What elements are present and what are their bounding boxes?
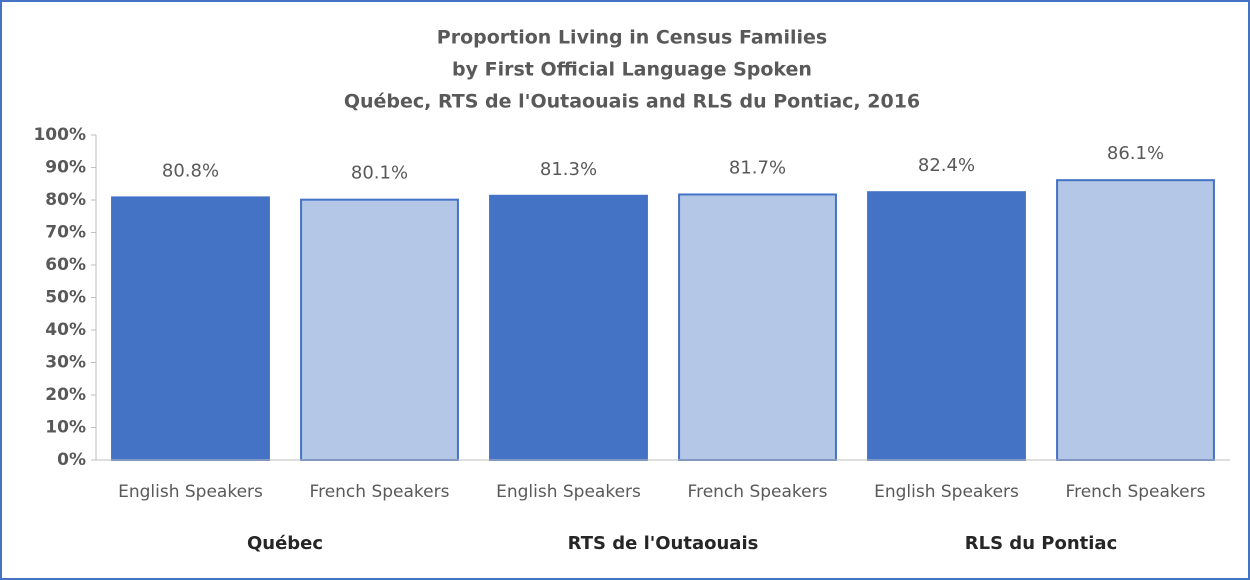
group-label: RLS du Pontiac <box>965 533 1118 554</box>
y-tick-label: 100% <box>33 125 86 145</box>
x-tick-label: English Speakers <box>874 482 1019 502</box>
y-tick-label: 0% <box>57 450 86 470</box>
x-tick-label: French Speakers <box>1066 482 1206 502</box>
bar <box>489 194 648 461</box>
bar <box>300 198 459 462</box>
data-label: 81.7% <box>729 157 786 178</box>
chart-title: by First Official Language Spoken <box>452 59 812 81</box>
y-tick-label: 30% <box>45 353 86 373</box>
y-tick-label: 90% <box>45 158 86 178</box>
y-tick-label: 20% <box>45 385 86 405</box>
group-label: RTS de l'Outaouais <box>568 533 759 554</box>
bar <box>111 196 270 461</box>
data-label: 82.4% <box>918 155 975 176</box>
y-tick-label: 60% <box>45 255 86 275</box>
group-label: Québec <box>247 533 323 554</box>
x-tick-label: French Speakers <box>688 482 828 502</box>
data-label: 80.1% <box>351 163 408 184</box>
data-label: 86.1% <box>1107 143 1164 164</box>
y-tick-label: 80% <box>45 190 86 210</box>
chart-title: Québec, RTS de l'Outaouais and RLS du Po… <box>344 91 920 113</box>
x-tick-label: English Speakers <box>496 482 641 502</box>
y-tick-label: 70% <box>45 223 86 243</box>
chart-title: Proportion Living in Census Families <box>437 27 827 49</box>
x-tick-label: French Speakers <box>310 482 450 502</box>
bar <box>867 191 1026 461</box>
x-tick-label: English Speakers <box>118 482 263 502</box>
data-label: 81.3% <box>540 159 597 180</box>
y-tick-label: 40% <box>45 320 86 340</box>
bar <box>678 193 837 461</box>
y-tick-label: 50% <box>45 288 86 308</box>
bar <box>1056 179 1215 462</box>
data-label: 80.8% <box>162 160 219 181</box>
y-tick-label: 10% <box>45 418 86 438</box>
